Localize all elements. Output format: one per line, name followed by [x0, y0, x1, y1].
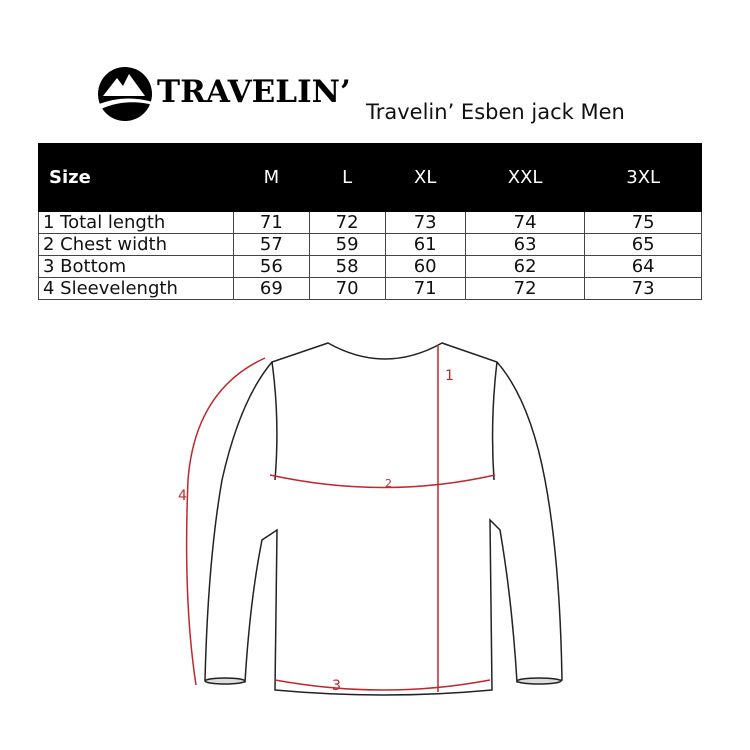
- cell: 63: [464, 233, 586, 256]
- row-label: 2 Chest width: [38, 233, 234, 256]
- row-label: 1 Total length: [38, 211, 234, 234]
- size-table: Size M L XL XXL 3XL 1 Total length 71 72…: [38, 143, 702, 300]
- cell: 61: [384, 233, 466, 256]
- table-row: 4 Sleevelength 69 70 71 72 73: [38, 277, 702, 300]
- cell: 74: [464, 211, 586, 234]
- cell: 62: [464, 255, 586, 278]
- row-label: 3 Bottom: [38, 255, 234, 278]
- row-label: 4 Sleevelength: [38, 277, 234, 300]
- cell: 71: [384, 277, 466, 300]
- shirt-outline: [204, 342, 563, 696]
- cell: 57: [233, 233, 310, 256]
- table-row: 3 Bottom 56 58 60 62 64: [38, 255, 702, 278]
- header-cell: 3XL: [584, 143, 702, 212]
- table-row: 2 Chest width 57 59 61 63 65: [38, 233, 702, 256]
- header-cell: L: [308, 143, 386, 212]
- cell: 64: [584, 255, 702, 278]
- cell: 75: [584, 211, 702, 234]
- mountain-logo-icon: [98, 67, 153, 121]
- measure-label-1: 1: [445, 368, 454, 384]
- header-cell: XXL: [464, 143, 586, 212]
- cell: 60: [384, 255, 466, 278]
- measure-label-2: 2: [385, 477, 392, 490]
- cell: 59: [308, 233, 386, 256]
- cell: 65: [584, 233, 702, 256]
- cell: 72: [308, 211, 386, 234]
- table-row: 1 Total length 71 72 73 74 75: [38, 211, 702, 234]
- header-cell: Size: [38, 143, 234, 212]
- cell: 73: [584, 277, 702, 300]
- cell: 56: [233, 255, 310, 278]
- cell: 58: [308, 255, 386, 278]
- header-cell: M: [233, 143, 310, 212]
- travelin-logo: TRAVELIN’: [97, 66, 351, 122]
- cell: 72: [464, 277, 586, 300]
- measure-label-4: 4: [178, 488, 187, 504]
- measure-label-3: 3: [332, 678, 341, 694]
- product-title: Travelin’ Esben jack Men: [366, 100, 625, 124]
- shirt-measurement-diagram: 1 2 3 4: [178, 342, 563, 696]
- header-cell: XL: [384, 143, 466, 212]
- cell: 69: [233, 277, 310, 300]
- measure-lines: [185, 345, 496, 692]
- cell: 73: [384, 211, 466, 234]
- table-header-row: Size M L XL XXL 3XL: [38, 143, 702, 212]
- cell: 70: [308, 277, 386, 300]
- cell: 71: [233, 211, 310, 234]
- brand-wordmark: TRAVELIN’: [157, 74, 351, 110]
